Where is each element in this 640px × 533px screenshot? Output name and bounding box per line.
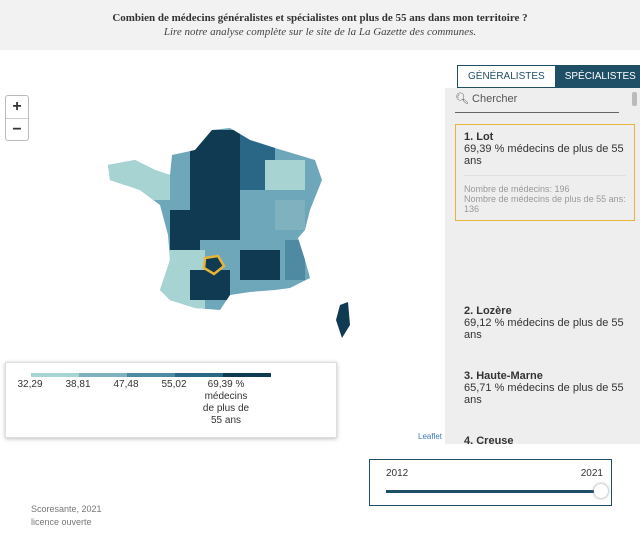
legend-label: 47,48 bbox=[113, 379, 139, 390]
legend-label: 55,02 bbox=[161, 379, 187, 390]
legend-swatch bbox=[175, 373, 223, 377]
item-details: Nombre de médecins: 196 Nombre de médecin… bbox=[464, 175, 626, 214]
slider-start: 2012 bbox=[386, 468, 409, 479]
item-detail: Nombre de médecins de plus de 55 ans: 13… bbox=[464, 194, 626, 214]
scrollbar[interactable] bbox=[632, 92, 637, 106]
list-item[interactable]: 2. Lozère 69,12 % médecins de plus de 55 … bbox=[455, 299, 635, 347]
slider-handle[interactable] bbox=[594, 484, 608, 498]
item-text: 65,71 % médecins de plus de 55 ans bbox=[464, 382, 624, 406]
legend-swatch bbox=[223, 373, 271, 377]
item-title: 4. Creuse bbox=[464, 435, 514, 444]
search[interactable]: 🔍︎ Chercher bbox=[455, 92, 619, 113]
legend-swatch bbox=[31, 373, 79, 377]
title: Combien de médecins généralistes et spéc… bbox=[112, 12, 528, 24]
zoom-control: + − bbox=[5, 95, 29, 141]
footer: Scoresante, 2021 licence ouverte bbox=[31, 503, 102, 529]
legend-swatch bbox=[127, 373, 175, 377]
list-item[interactable]: 4. Creuse63,11 % médecins de plus de 55 … bbox=[455, 429, 635, 444]
legend-swatch bbox=[79, 373, 127, 377]
item-title: 3. Haute-Marne bbox=[464, 370, 543, 382]
tab[interactable]: GÉNÉRALISTES bbox=[468, 71, 545, 82]
legend-label: 69,39 % médecins de plus de 55 ans bbox=[202, 379, 250, 426]
map[interactable] bbox=[100, 120, 360, 350]
legend: 32,29 38,81 47,48 55,02 69,39 % médecins de … bbox=[5, 362, 337, 438]
license: licence ouverte bbox=[31, 517, 92, 527]
search-placeholder: Chercher bbox=[472, 93, 518, 105]
item-text: 69,12 % médecins de plus de 55 ans bbox=[464, 317, 624, 341]
list-item[interactable]: 1. Lot 69,39 % médecins de plus de 55 ans… bbox=[455, 124, 635, 221]
year-slider: 2012 2021 bbox=[369, 459, 612, 506]
slider-end: 2021 bbox=[580, 468, 603, 479]
attribution[interactable]: Leaflet bbox=[418, 432, 443, 441]
subtitle[interactable]: Lire notre analyse complète sur le site … bbox=[163, 26, 477, 38]
tabs: GÉNÉRALISTES SPÉCIALISTES bbox=[457, 65, 640, 88]
item-title: 2. Lozère bbox=[464, 305, 512, 317]
source: Scoresante, 2021 bbox=[31, 504, 102, 514]
legend-label: 32,29 bbox=[17, 379, 43, 390]
list-panel: 🔍︎ Chercher 1. Lot 69,39 % médecins de pl… bbox=[445, 88, 640, 444]
zoom-out[interactable]: − bbox=[12, 121, 22, 138]
slider-track bbox=[386, 490, 604, 493]
tab[interactable]: SPÉCIALISTES bbox=[554, 66, 640, 87]
item-title: 1. Lot bbox=[464, 131, 494, 143]
header: Combien de médecins généralistes et spéc… bbox=[0, 0, 640, 50]
item-detail: Nombre de médecins: 196 bbox=[464, 184, 570, 194]
item-text: 69,39 % médecins de plus de 55 ans bbox=[464, 143, 624, 167]
list-item[interactable]: 3. Haute-Marne 65,71 % médecins de plus d… bbox=[455, 364, 635, 412]
zoom-in[interactable]: + bbox=[6, 96, 28, 119]
legend-label: 38,81 bbox=[65, 379, 91, 390]
